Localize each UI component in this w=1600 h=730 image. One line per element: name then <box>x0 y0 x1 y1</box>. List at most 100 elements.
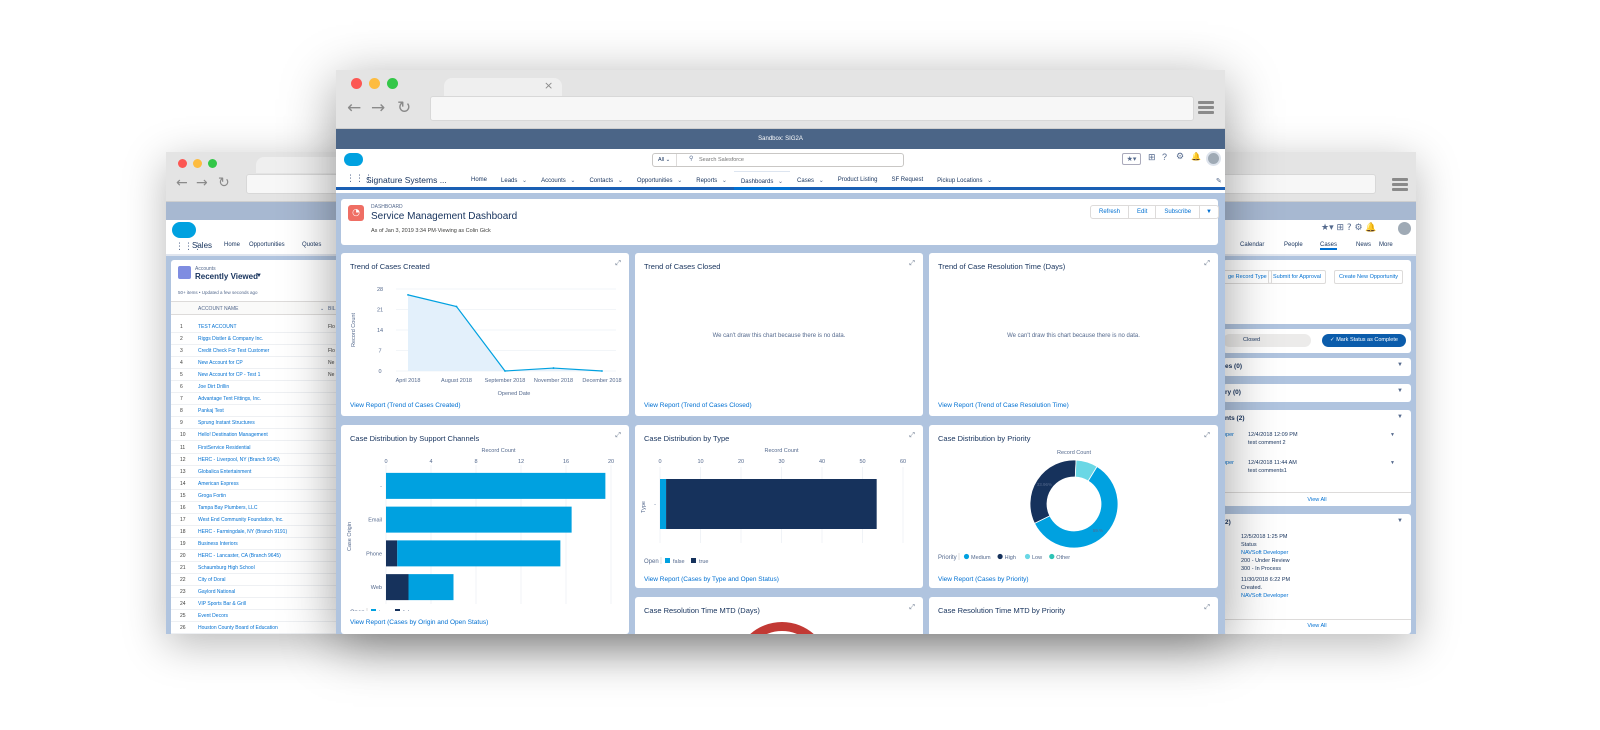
mark-complete-button[interactable]: ✓ Mark Status as Complete <box>1322 334 1406 347</box>
account-name-link[interactable]: Groga Fortin <box>198 492 227 499</box>
expand-icon[interactable]: ⤢ <box>615 260 621 267</box>
notifications-icon[interactable]: 🔔 <box>1191 152 1201 161</box>
history-menu-icon[interactable]: ▼ <box>1397 518 1403 524</box>
account-name-link[interactable]: Globalica Entertainment <box>198 468 252 475</box>
view-report-link[interactable]: View Report (Trend of Cases Created) <box>350 402 461 409</box>
nav-people[interactable]: People <box>1284 242 1303 248</box>
expand-icon[interactable]: ⤢ <box>909 604 915 611</box>
history-view-all[interactable]: View All <box>1223 619 1411 629</box>
account-name-link[interactable]: Joe Dirt Drillin <box>198 384 230 391</box>
account-name-link[interactable]: Hello! Destination Management <box>198 432 268 439</box>
minimize-dot[interactable] <box>369 78 380 89</box>
account-name-link[interactable]: American Express <box>198 480 239 487</box>
subscribe-button[interactable]: Subscribe <box>1156 206 1201 218</box>
nav-item-leads[interactable]: Leads ⌄ <box>494 171 534 190</box>
nav-quotes[interactable]: Quotes <box>302 242 322 248</box>
change-record-type-button[interactable]: ge Record Type <box>1223 270 1272 284</box>
account-name-link[interactable]: Business Interiors <box>198 540 238 547</box>
avatar[interactable] <box>1206 151 1221 166</box>
nav-item-home[interactable]: Home <box>464 171 494 190</box>
nav-item-opportunities[interactable]: Opportunities ⌄ <box>630 171 689 190</box>
nav-caret-icon[interactable]: ⌄ <box>616 178 623 184</box>
account-name-link[interactable]: HERC - Farmingdale, NY (Branch 9191) <box>198 528 288 535</box>
nav-item-sf-request[interactable]: SF Request <box>884 171 930 190</box>
nav-caret-icon[interactable]: ⌄ <box>720 178 727 184</box>
comments-view-all[interactable]: View All <box>1223 492 1411 503</box>
col-caret-icon[interactable]: ⌄ <box>320 306 325 312</box>
account-name-link[interactable]: Advantage Tent Fittings, Inc. <box>198 396 262 403</box>
account-name-link[interactable]: TEST ACCOUNT <box>198 324 237 330</box>
forward-arrow-icon[interactable]: → <box>371 98 386 118</box>
section-1-menu-icon[interactable]: ▼ <box>1397 362 1403 368</box>
nav-caret-icon[interactable]: ⌄ <box>520 178 528 184</box>
account-name-link[interactable]: New Account for CP <box>198 360 243 367</box>
nav-item-pickup-locations[interactable]: Pickup Locations ⌄ <box>930 171 999 190</box>
account-name-link[interactable]: HERC - Liverpool, NY (Branch 9145) <box>198 456 280 463</box>
create-opportunity-button[interactable]: Create New Opportunity <box>1334 270 1403 284</box>
tab-close-icon[interactable]: × <box>544 79 554 92</box>
expand-icon[interactable]: ⤢ <box>1204 432 1210 439</box>
account-name-link[interactable]: VIP Sports Bar & Grill <box>198 601 246 608</box>
menu-icon[interactable] <box>1392 178 1408 193</box>
expand-icon[interactable]: ⤢ <box>615 432 621 439</box>
nav-caret-icon[interactable]: ⌄ <box>568 178 576 184</box>
nav-item-reports[interactable]: Reports ⌄ <box>689 171 734 190</box>
edit-nav-pencil-icon[interactable]: ✎ <box>1216 177 1222 185</box>
expand-icon[interactable]: ⤢ <box>1204 260 1210 267</box>
global-actions-icon[interactable]: ⊞ <box>1148 153 1156 163</box>
account-name-link[interactable]: FirstService Residential <box>198 444 251 451</box>
account-name-link[interactable]: Houston County Board of Education <box>198 625 278 632</box>
minimize-dot[interactable] <box>193 159 202 168</box>
col-account-name[interactable]: ACCOUNT NAME <box>198 306 239 312</box>
status-closed-chip[interactable] <box>1223 334 1311 347</box>
list-view-name[interactable]: Recently Viewed <box>195 272 258 281</box>
comment-1-author[interactable]: oper <box>1223 432 1235 438</box>
account-name-link[interactable]: Riggs Distler & Company Inc. <box>198 336 264 343</box>
nav-news[interactable]: News <box>1356 242 1372 248</box>
account-name-link[interactable]: Gaylord National <box>198 589 236 596</box>
back-arrow-icon[interactable]: ← <box>347 98 362 118</box>
maximize-dot[interactable] <box>208 159 217 168</box>
nav-caret-icon[interactable]: ⌄ <box>817 178 824 184</box>
nav-caret-icon[interactable]: ⌄ <box>776 179 784 185</box>
close-dot[interactable] <box>178 159 187 168</box>
history-2-user[interactable]: NAVSoft Developer <box>1241 593 1289 599</box>
nav-item-product-listing[interactable]: Product Listing <box>831 171 885 190</box>
reload-icon[interactable]: ↻ <box>218 175 230 191</box>
close-dot[interactable] <box>351 78 362 89</box>
nav-opportunities[interactable]: Opportunities <box>249 242 285 248</box>
view-report-link[interactable]: View Report (Trend of Cases Closed) <box>644 402 752 409</box>
submit-approval-button[interactable]: Submit for Approval <box>1268 270 1326 284</box>
search-input[interactable] <box>699 155 899 165</box>
reload-icon[interactable]: ↻ <box>397 98 412 118</box>
nav-caret-icon[interactable]: ⌄ <box>985 178 993 184</box>
comment-2-menu-icon[interactable]: ▼ <box>1390 460 1395 466</box>
expand-icon[interactable]: ⤢ <box>909 260 915 267</box>
history-1-user[interactable]: NAVSoft Developer <box>1241 550 1289 556</box>
account-name-link[interactable]: HERC - Lancaster, CA (Branch 9645) <box>198 552 281 559</box>
account-name-link[interactable]: Schaumburg High School <box>198 565 255 571</box>
back-arrow-icon[interactable]: ← <box>176 175 188 191</box>
app-launcher-icon[interactable]: ⋮⋮⋮ <box>346 174 373 184</box>
nav-item-cases[interactable]: Cases ⌄ <box>790 171 831 190</box>
expand-icon[interactable]: ⤢ <box>909 432 915 439</box>
avatar[interactable] <box>1398 222 1411 235</box>
comment-1-menu-icon[interactable]: ▼ <box>1390 432 1395 438</box>
account-name-link[interactable]: Credit Check For Test Customer <box>198 348 270 355</box>
account-name-link[interactable]: Tampa Bay Plumbers, LLC <box>198 504 258 511</box>
nav-item-accounts[interactable]: Accounts ⌄ <box>534 171 582 190</box>
search-box[interactable]: All ⌄ ⚲ <box>652 153 904 167</box>
view-report-link[interactable]: View Report (Trend of Case Resolution Ti… <box>938 402 1069 409</box>
view-report-link[interactable]: View Report (Cases by Priority) <box>938 576 1029 583</box>
refresh-button[interactable]: Refresh <box>1091 206 1130 218</box>
section-2-menu-icon[interactable]: ▼ <box>1397 388 1403 394</box>
account-name-link[interactable]: Event Decors <box>198 613 229 620</box>
forward-arrow-icon[interactable]: → <box>196 175 208 191</box>
search-scope-select[interactable]: All ⌄ <box>653 154 677 166</box>
favorites-icon[interactable]: ★▾ ⊞ ? ⚙ 🔔 <box>1321 223 1377 233</box>
help-icon[interactable]: ? <box>1162 152 1168 162</box>
expand-icon[interactable]: ⤢ <box>1204 604 1210 611</box>
comments-menu-icon[interactable]: ▼ <box>1397 414 1403 420</box>
nav-caret-icon[interactable]: ⌄ <box>675 178 683 184</box>
account-name-link[interactable]: Sprung Instant Structures <box>198 420 255 427</box>
